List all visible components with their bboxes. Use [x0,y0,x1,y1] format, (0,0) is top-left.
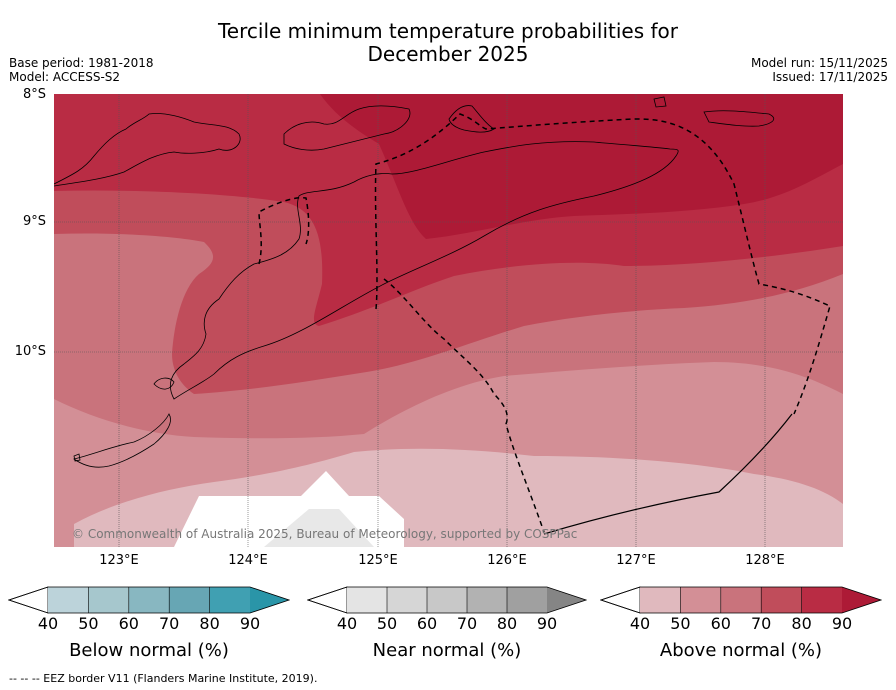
lon-label-125e: 125°E [358,553,398,568]
colorbar-segment [801,587,842,613]
colorbar-near-title: Near normal (%) [372,640,522,661]
colorbar-tick-label: 50 [376,614,398,633]
colorbar-segment [387,587,427,613]
colorbar-segment [680,587,721,613]
colorbar-segment [507,587,547,613]
colorbar-segment [640,587,681,613]
eez-border-solid [543,413,793,535]
colorbar-tick-label: 90 [239,614,261,633]
colorbar-over-arrow [547,587,586,613]
map-title: Tercile minimum temperature probabilitie… [0,20,896,66]
copyright-notice: © Commonwealth of Australia 2025, Bureau… [72,527,577,541]
lon-label-124e: 124°E [228,553,268,568]
graticule [54,94,843,547]
colorbar-near-normal [307,586,587,614]
colorbar-above-ticks: 40 50 60 70 80 90 [630,614,852,634]
colorbar-below-ticks: 40 50 60 70 80 90 [38,614,260,634]
issued-date: Issued: 17/11/2025 [772,70,888,84]
colorbar-tick-label: 70 [159,614,180,633]
model-name: Model: ACCESS-S2 [9,70,121,84]
eez-border [258,113,831,533]
colorbar-below-title: Below normal (%) [69,640,229,661]
title-line-1: Tercile minimum temperature probabilitie… [217,19,679,43]
small-islet-a [653,96,667,108]
lon-label-127e: 127°E [616,553,656,568]
colorbar-tick-label: 70 [751,614,772,633]
rote-island [73,413,171,468]
base-period: Base period: 1981-2018 [9,56,154,70]
colorbar-below-normal [8,586,290,614]
colorbar-above-normal [600,586,882,614]
colorbar-tick-label: 40 [629,614,651,633]
lat-label-9s: 9°S [22,214,46,229]
lat-label-8s: 8°S [22,87,46,102]
colorbar-over-arrow [842,587,881,613]
lon-label-126e: 126°E [487,553,527,568]
eez-footnote: -- -- -- EEZ border V11 (Flanders Marine… [9,672,318,685]
colorbar-tick-label: 80 [199,614,220,633]
colorbar-under-arrow [307,586,348,614]
colorbar-tick-label: 50 [670,614,691,633]
colorbar-segment [347,587,387,613]
title-line-2: December 2025 [367,42,529,66]
colorbar-tick-label: 60 [118,614,139,633]
colorbar-tick-label: 70 [456,614,478,633]
colorbar-segment [209,587,250,613]
colorbar-tick-label: 90 [536,614,558,633]
timor-island [170,141,679,400]
colorbar-segment [427,587,467,613]
colorbar-segment [88,587,129,613]
small-islet-b [73,453,81,462]
colorbar-segment [720,587,762,613]
savu-islet [153,377,175,390]
colorbar-tick-label: 80 [791,614,812,633]
colorbar-segment [467,587,507,613]
colorbar-tick-label: 80 [496,614,518,633]
colorbar-tick-label: 90 [831,614,853,633]
eastern-islets [703,110,775,127]
colorbar-segment [761,587,802,613]
lon-label-128e: 128°E [745,553,785,568]
band-90 [320,94,843,239]
colorbar-over-arrow [250,587,289,613]
colorbar-under-arrow [600,586,641,614]
colorbar-tick-label: 40 [37,614,59,633]
colorbar-tick-label: 60 [710,614,731,633]
map-panel: © Commonwealth of Australia 2025, Bureau… [54,94,843,547]
lon-label-123e: 123°E [99,553,139,568]
alor-islands [283,105,411,151]
colorbar-under-arrow [8,586,49,614]
colorbar-near-ticks: 40 50 60 70 80 90 [337,614,557,634]
colorbar-tick-label: 60 [416,614,438,633]
colorbar-tick-label: 50 [78,614,99,633]
colorbar-segment [128,587,170,613]
colorbar-segment [169,587,210,613]
sumba-flores-coast [54,113,241,187]
colorbar-above-title: Above normal (%) [659,640,823,661]
colorbar-segment [48,587,89,613]
colorbar-tick-label: 40 [336,614,358,633]
lat-label-10s: 10°S [14,344,46,359]
meta-right: Model run: 15/11/2025 Issued: 17/11/2025 [751,56,888,84]
model-run: Model run: 15/11/2025 [750,56,888,70]
meta-left: Base period: 1981-2018 Model: ACCESS-S2 [9,56,154,84]
